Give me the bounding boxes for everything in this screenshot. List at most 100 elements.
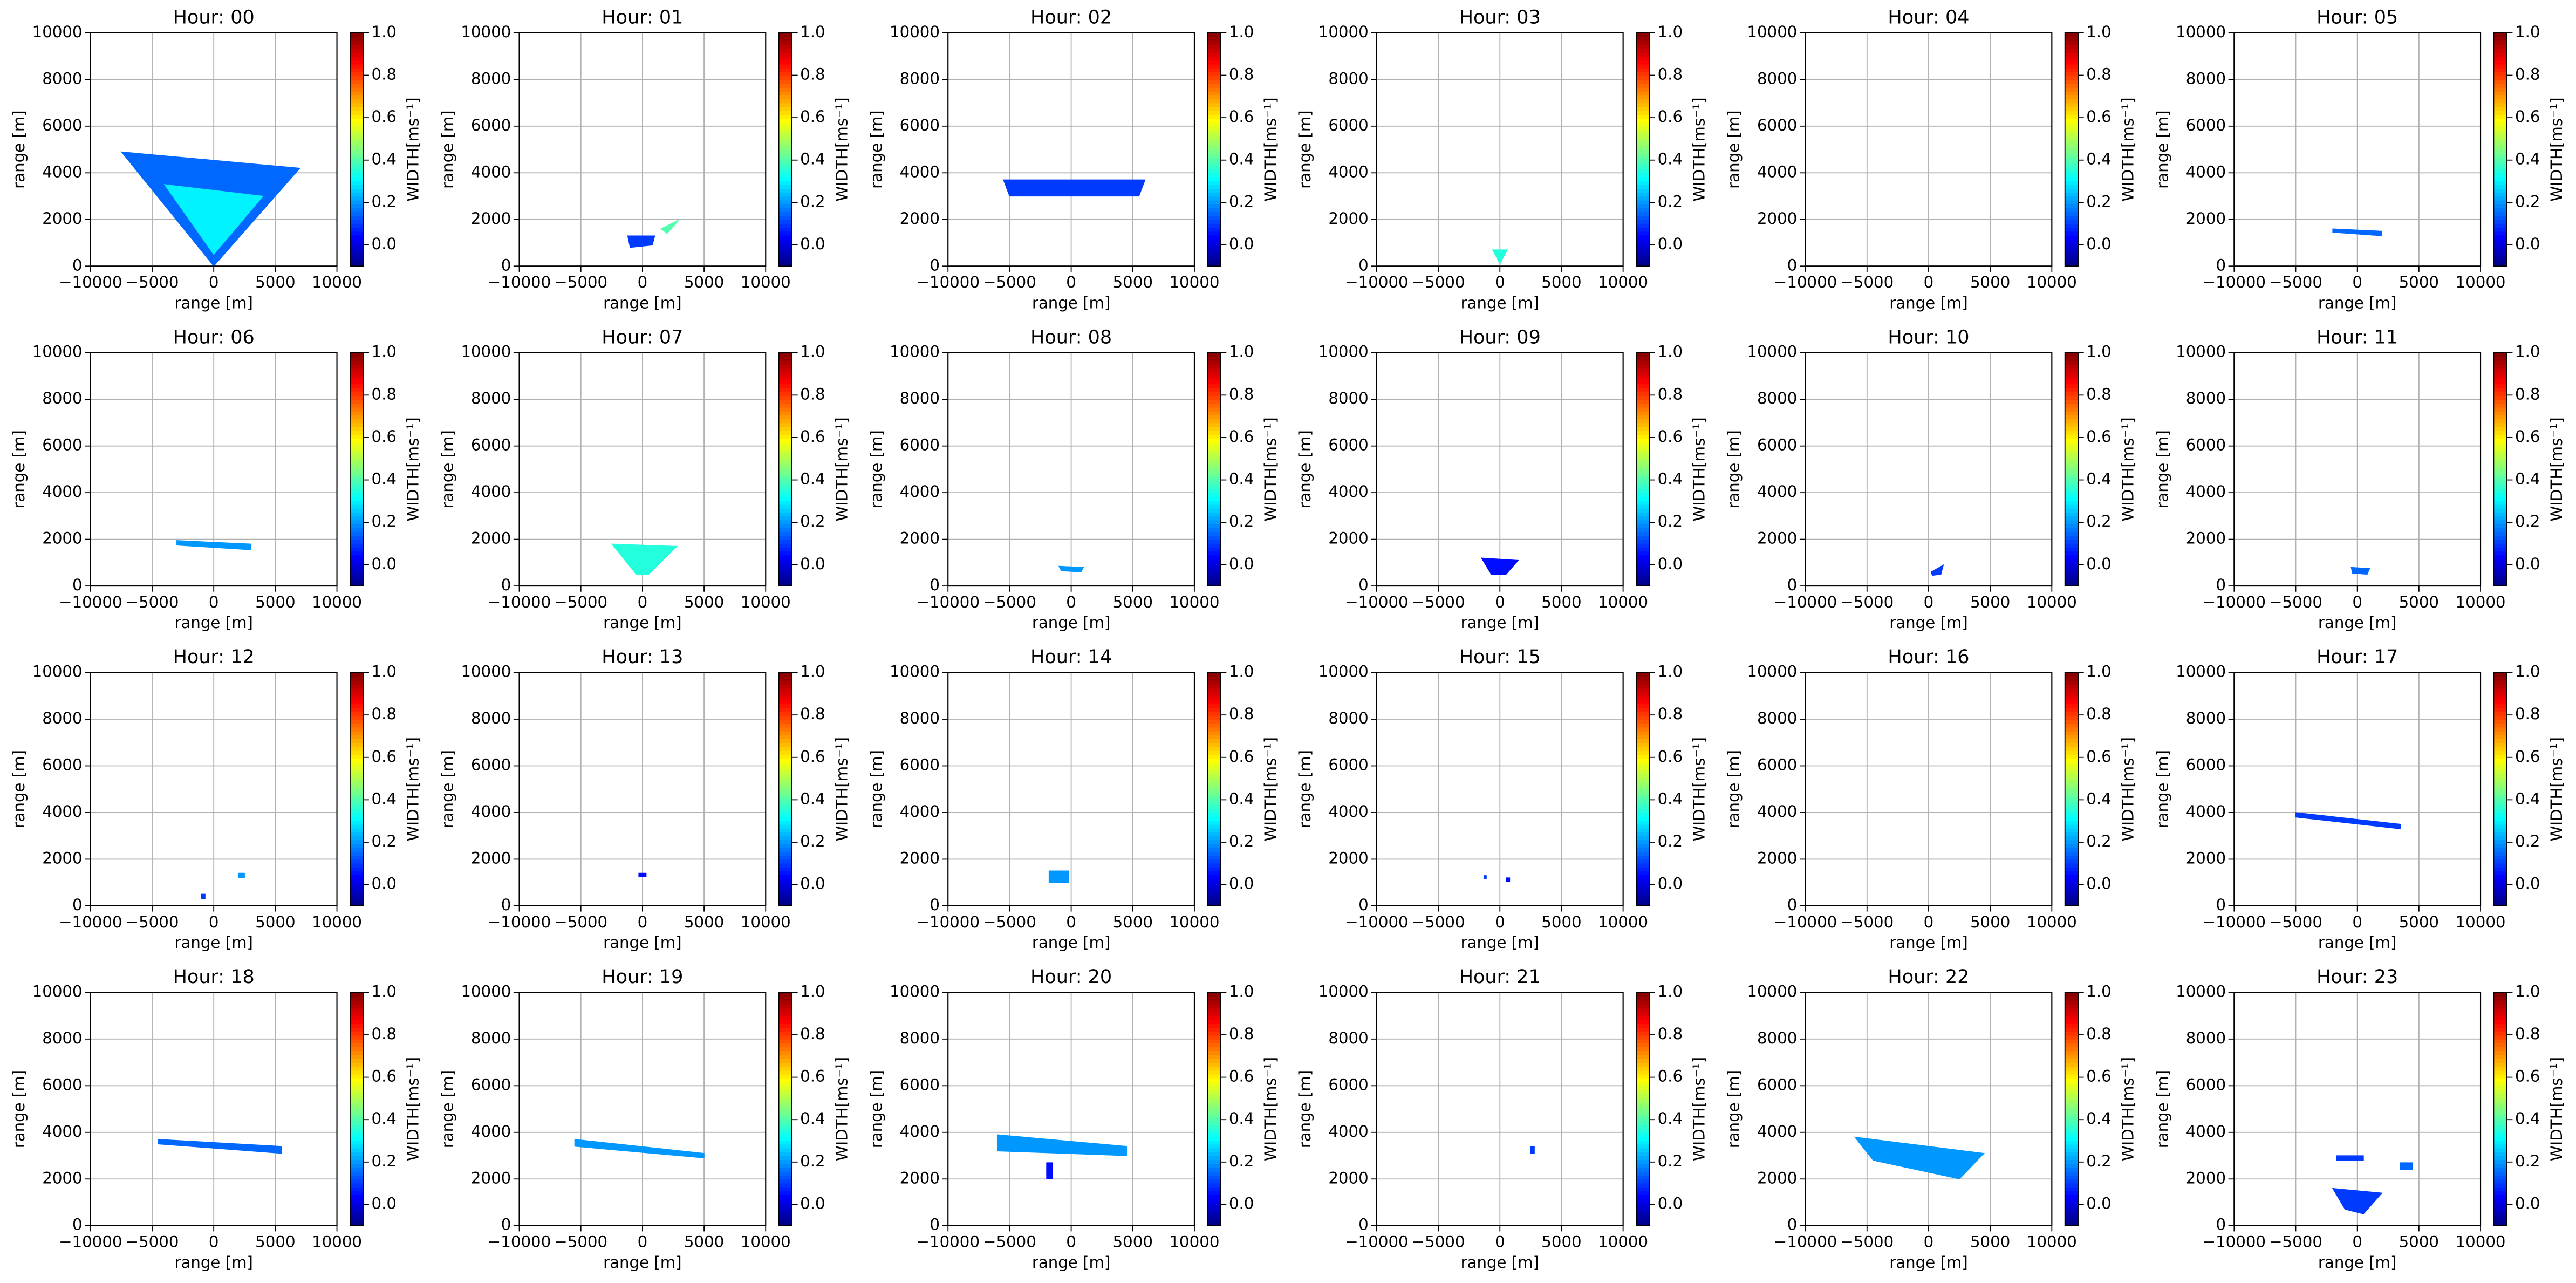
colorbar-slice: [2065, 1077, 2079, 1083]
colorbar-slice: [1207, 789, 1221, 794]
colorbar-slice: [1636, 250, 1650, 255]
colorbar-slice: [1636, 746, 1650, 751]
colorbar-slice: [2065, 477, 2079, 482]
x-tick-label: 10000: [312, 273, 362, 291]
colorbar-slice: [1636, 992, 1650, 997]
colorbar-slice: [350, 1105, 364, 1110]
colorbar-slice: [1636, 672, 1650, 677]
subplot: −10000 −5000 0 5000 100000200040006000800010…: [867, 326, 1280, 632]
colorbar-slice: [778, 699, 792, 705]
colorbar-slice: [1207, 415, 1221, 420]
colorbar-slice: [2493, 820, 2507, 825]
colorbar-slice: [778, 715, 792, 720]
colorbar-slice: [2493, 165, 2507, 170]
colorbar-slice: [2493, 130, 2507, 135]
colorbar-slice: [1636, 742, 1650, 747]
axes-frame: [1805, 352, 2053, 587]
colorbar-slice: [778, 562, 792, 567]
y-tick-label: 0: [501, 576, 511, 594]
colorbar-slice: [1636, 539, 1650, 544]
colorbar-slice: [2493, 192, 2507, 197]
colorbar-tick-label: 0.2: [1658, 1152, 1683, 1170]
colorbar-slice: [1207, 1218, 1221, 1223]
colorbar-slice: [2493, 488, 2507, 494]
colorbar-slice: [778, 44, 792, 49]
colorbar-slice: [778, 1066, 792, 1071]
colorbar-slice: [1207, 535, 1221, 540]
colorbar-slice: [1636, 235, 1650, 240]
colorbar-slice: [350, 723, 364, 728]
colorbar-slice: [1207, 1151, 1221, 1156]
colorbar-slice: [778, 555, 792, 559]
colorbar-tick-label: 0.6: [2086, 107, 2111, 126]
colorbar-slice: [2493, 215, 2507, 220]
colorbar-slice: [1207, 56, 1221, 61]
subplot: −10000 −5000 0 5000 100000200040006000800010…: [10, 966, 422, 1272]
colorbar-slice: [1636, 114, 1650, 119]
x-tick-label: 5000: [1541, 273, 1581, 291]
colorbar-tick-label: 0.4: [2086, 1109, 2111, 1128]
colorbar-tick-label: 0.4: [1658, 470, 1683, 488]
colorbar-slice: [2493, 1035, 2507, 1040]
x-tick-label: 0: [638, 1233, 648, 1251]
colorbar-slice: [1636, 547, 1650, 552]
colorbar-slice: [2065, 781, 2079, 786]
colorbar-slice: [1636, 64, 1650, 69]
colorbar-slice: [778, 1198, 792, 1203]
echo-region: [1854, 1136, 1985, 1179]
colorbar-slice: [350, 578, 364, 583]
colorbar-slice: [350, 262, 364, 267]
colorbar-slice: [2493, 570, 2507, 575]
colorbar-slice: [778, 1012, 792, 1016]
colorbar-slice: [778, 243, 792, 248]
colorbar-slice: [1636, 1198, 1650, 1203]
colorbar-slice: [350, 403, 364, 408]
colorbar-slice: [350, 238, 364, 243]
colorbar-slice: [1636, 157, 1650, 162]
colorbar-tick-label: 0.4: [800, 470, 825, 488]
colorbar-slice: [1636, 111, 1650, 115]
colorbar-tick-label: 0.8: [2086, 705, 2111, 723]
colorbar-slice: [1636, 449, 1650, 454]
colorbar-slice: [1636, 134, 1650, 139]
colorbar-tick-label: 1.0: [800, 23, 825, 41]
colorbar-slice: [1636, 223, 1650, 228]
colorbar-slice: [2493, 1105, 2507, 1110]
colorbar-slice: [2493, 223, 2507, 228]
colorbar-slice: [778, 126, 792, 131]
colorbar-slice: [1207, 103, 1221, 107]
colorbar-slice: [1207, 570, 1221, 575]
y-tick-label: 0: [1358, 576, 1369, 594]
colorbar-slice: [1636, 516, 1650, 521]
colorbar-slice: [2065, 704, 2079, 708]
colorbar-slice: [1636, 1179, 1650, 1184]
colorbar-slice: [2493, 793, 2507, 798]
colorbar-slice: [350, 122, 364, 127]
colorbar-slice: [2065, 153, 2079, 158]
subplot-title: Hour: 09: [1459, 326, 1541, 348]
colorbar-slice: [350, 547, 364, 552]
colorbar-slice: [2065, 211, 2079, 216]
colorbar-slice: [350, 766, 364, 770]
axes-frame: [518, 32, 767, 267]
y-tick-label: 0: [501, 256, 511, 274]
colorbar-slice: [2065, 758, 2079, 763]
colorbar-slice: [778, 570, 792, 575]
colorbar-slice: [2065, 578, 2079, 583]
colorbar-slice: [778, 231, 792, 236]
subplot: −10000 −5000 0 5000 100000200040006000800010…: [439, 966, 851, 1272]
x-tick-label: 5000: [684, 913, 724, 931]
colorbar-slice: [2493, 831, 2507, 837]
y-tick-label: 6000: [1757, 755, 1797, 774]
colorbar-slice: [1207, 766, 1221, 770]
colorbar-slice: [350, 426, 364, 431]
colorbar-slice: [2493, 739, 2507, 743]
colorbar-slice: [350, 254, 364, 259]
colorbar-slice: [778, 399, 792, 404]
colorbar-slice: [2065, 871, 2079, 876]
colorbar-slice: [350, 812, 364, 817]
colorbar-slice: [1207, 863, 1221, 868]
colorbar-slice: [778, 254, 792, 259]
colorbar-slice: [1636, 731, 1650, 735]
colorbar-slice: [2493, 562, 2507, 567]
